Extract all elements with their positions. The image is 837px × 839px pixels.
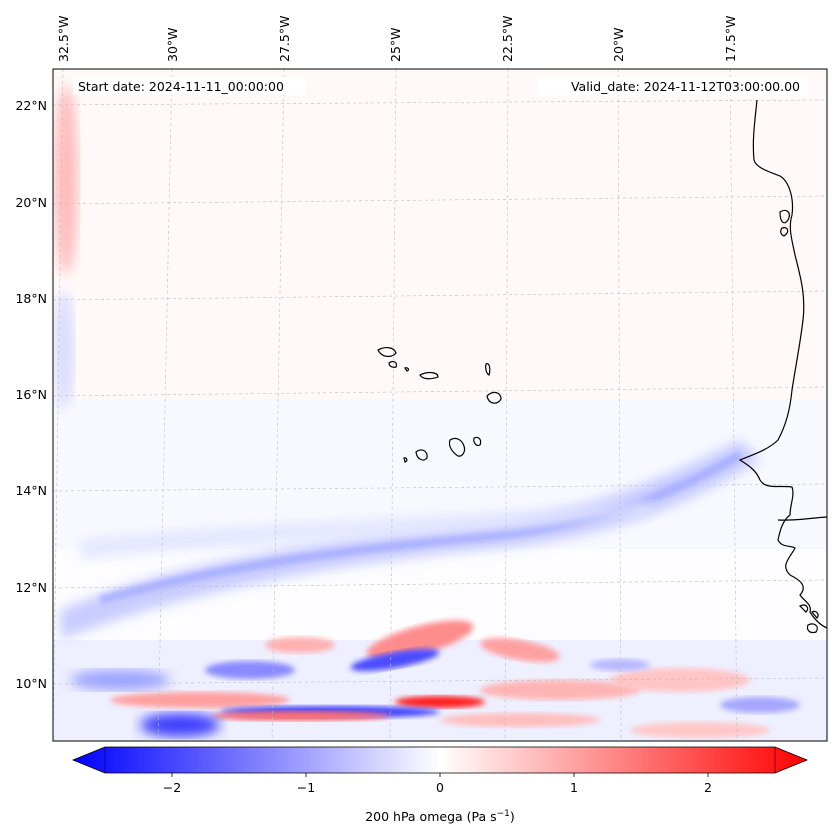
map-border — [52, 68, 828, 742]
valid-date-label: Valid_date: 2024-11-12T03:00:00.00 — [571, 79, 800, 94]
colorbar-tick: −1 — [297, 780, 315, 795]
lat-label: 22°N — [15, 98, 47, 113]
lat-label: 14°N — [15, 483, 47, 498]
lon-label: 20°W — [611, 27, 626, 62]
date-labels: Start date: 2024-11-11_00:00:00 Valid_da… — [73, 77, 808, 95]
longitude-labels: 32.5°W 30°W 27.5°W 25°W 22.5°W 20°W 17.5… — [56, 16, 738, 62]
colorbar: −2 −1 0 1 2 200 hPa omega (Pa s−1) — [71, 746, 809, 824]
colorbar-label: 200 hPa omega (Pa s−1) — [365, 809, 515, 824]
lat-label: 16°N — [15, 387, 47, 402]
lon-label: 32.5°W — [56, 16, 71, 62]
lon-label: 27.5°W — [277, 16, 292, 62]
latitude-labels: 22°N 20°N 18°N 16°N 14°N 12°N 10°N — [15, 98, 47, 691]
lat-label: 12°N — [15, 580, 47, 595]
lon-label: 30°W — [165, 27, 180, 62]
lat-label: 10°N — [15, 676, 47, 691]
graticule — [53, 69, 827, 741]
colorbar-tick: 0 — [436, 780, 444, 795]
colorbar-tick: 1 — [570, 780, 578, 795]
omega-field — [53, 69, 827, 741]
colorbar-tick: −2 — [163, 780, 181, 795]
lon-label: 22.5°W — [500, 16, 515, 62]
lat-label: 20°N — [15, 195, 47, 210]
lon-label: 25°W — [388, 27, 403, 62]
colorbar-tick: 2 — [704, 780, 712, 795]
start-date-label: Start date: 2024-11-11_00:00:00 — [78, 79, 284, 94]
island — [377, 347, 397, 357]
lon-label: 17.5°W — [723, 16, 738, 62]
coastline — [377, 99, 827, 634]
map-panel: Start date: 2024-11-11_00:00:00 Valid_da… — [52, 68, 828, 742]
lat-label: 18°N — [15, 291, 47, 306]
